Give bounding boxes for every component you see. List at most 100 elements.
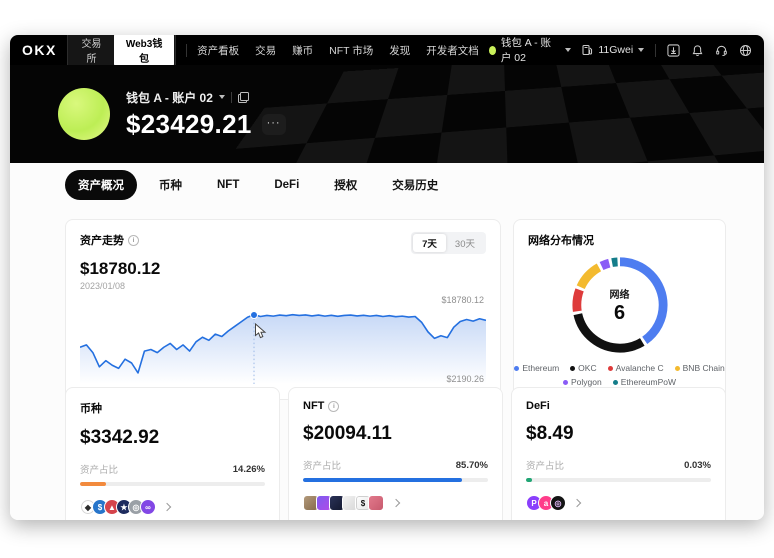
total-balance: $23429.21 bbox=[126, 108, 252, 139]
network-card-title: 网络分布情况 bbox=[528, 235, 594, 247]
range-30d-button[interactable]: 30天 bbox=[446, 234, 484, 252]
gas-pump-icon bbox=[582, 44, 593, 56]
wallet-avatar[interactable] bbox=[58, 88, 110, 140]
network-donut-chart: 网络 6 bbox=[569, 254, 671, 356]
main-content: 资产走势 7天 30天 $18780.12 2023/01/08 $18780.… bbox=[10, 207, 764, 520]
nav-right: 钱包 A - 账户 02 11Gwei bbox=[488, 35, 752, 65]
wallet-account-label: 钱包 A - 账户 02 bbox=[500, 37, 552, 64]
wallet-name-label[interactable]: 钱包 A - 账户 02 bbox=[126, 90, 213, 105]
donut-center-label: 网络 bbox=[609, 289, 630, 301]
coins-token-list: ◆ $ ▲ ★ ◎ ∞ bbox=[80, 499, 265, 515]
nft-pink-thumb-icon bbox=[368, 495, 384, 511]
wallet-status-dot bbox=[488, 45, 496, 55]
wallet-hero: 钱包 A - 账户 02 $23429.21 ··· bbox=[10, 65, 764, 163]
language-globe-icon[interactable] bbox=[739, 44, 752, 57]
tab-nft[interactable]: NFT bbox=[217, 179, 240, 191]
defi-card-value: $8.49 bbox=[526, 423, 574, 444]
coins-card-title: 币种 bbox=[80, 403, 102, 415]
tab-approvals[interactable]: 授权 bbox=[334, 180, 358, 192]
nav-link-assets-board[interactable]: 资产看板 bbox=[197, 44, 240, 57]
info-icon[interactable] bbox=[328, 400, 340, 412]
trend-chart[interactable]: $18780.12 $2190.26 bbox=[80, 294, 486, 384]
nft-card-title: NFT bbox=[303, 400, 325, 412]
donut-segment-okc bbox=[571, 257, 668, 353]
notifications-bell-icon[interactable] bbox=[691, 44, 704, 57]
nav-link-developer-docs[interactable]: 开发者文档 bbox=[426, 44, 479, 57]
nav-link-trade[interactable]: 交易 bbox=[255, 44, 277, 57]
legend-item-ethereum: Ethereum bbox=[514, 363, 559, 373]
chart-max-label: $18780.12 bbox=[441, 295, 484, 305]
app-window: OKX 交易所 Web3钱包 资产看板 交易 赚币 NFT 市场 发现 开发者文… bbox=[10, 35, 764, 520]
okx-logo[interactable]: OKX bbox=[22, 42, 57, 58]
tab-defi[interactable]: DeFi bbox=[274, 179, 300, 191]
nav-link-earn[interactable]: 赚币 bbox=[292, 44, 314, 57]
tab-coins[interactable]: 币种 bbox=[159, 180, 182, 192]
chevron-down-icon bbox=[638, 48, 645, 52]
download-extension-icon[interactable] bbox=[667, 43, 680, 57]
chevron-down-icon bbox=[565, 48, 572, 52]
nav-divider bbox=[186, 43, 188, 57]
chart-min-label: $2190.26 bbox=[446, 374, 484, 384]
toggle-exchange[interactable]: 交易所 bbox=[69, 35, 114, 68]
ratio-label: 资产占比 bbox=[303, 461, 342, 472]
hero-divider bbox=[230, 91, 232, 103]
chevron-right-icon[interactable] bbox=[572, 498, 582, 508]
trend-card-title: 资产走势 bbox=[80, 235, 124, 247]
coins-card: 币种 $3342.92 资产占比 14.26% ◆ $ ▲ ★ ◎ ∞ bbox=[65, 387, 280, 520]
wallet-account-selector[interactable]: 钱包 A - 账户 02 bbox=[488, 35, 572, 65]
polygon-token-icon: ∞ bbox=[140, 499, 156, 515]
donut-segment-ethereum bbox=[571, 257, 668, 353]
chevron-right-icon[interactable] bbox=[162, 502, 172, 512]
wallet-hero-info: 钱包 A - 账户 02 $23429.21 ··· bbox=[126, 89, 286, 140]
network-distribution-card: 网络分布情况 网络 6 Ethereum OKC Avalanche C BNB Ch… bbox=[513, 219, 726, 400]
nav-link-discover[interactable]: 发现 bbox=[389, 44, 411, 57]
ratio-percent: 0.03% bbox=[684, 459, 711, 471]
trend-line-chart[interactable] bbox=[80, 294, 486, 384]
chevron-down-icon[interactable] bbox=[218, 95, 225, 99]
defi-protocol-dark-icon: ◎ bbox=[550, 495, 566, 511]
support-headset-icon[interactable] bbox=[715, 44, 728, 57]
range-7d-button[interactable]: 7天 bbox=[413, 234, 446, 252]
more-actions-button[interactable]: ··· bbox=[261, 113, 286, 135]
trend-hover-date: 2023/01/08 bbox=[80, 281, 126, 291]
nft-card-value: $20094.11 bbox=[303, 423, 392, 444]
hover-point-dot bbox=[250, 310, 258, 319]
nav-links: 资产看板 交易 赚币 NFT 市场 发现 开发者文档 bbox=[197, 43, 479, 58]
info-icon[interactable] bbox=[128, 234, 139, 246]
ratio-bar bbox=[526, 478, 711, 482]
legend-item-polygon: Polygon bbox=[563, 377, 602, 387]
donut-chart-svg bbox=[571, 257, 668, 353]
network-legend: Ethereum OKC Avalanche C BNB Chain Polygon E… bbox=[514, 363, 725, 387]
legend-item-avalanche-c: Avalanche C bbox=[607, 363, 664, 373]
coins-card-value: $3342.92 bbox=[80, 427, 160, 448]
ratio-label: 资产占比 bbox=[80, 465, 119, 476]
tab-history[interactable]: 交易历史 bbox=[392, 180, 439, 192]
nav-divider bbox=[655, 43, 656, 57]
asset-trend-card: 资产走势 7天 30天 $18780.12 2023/01/08 $18780.… bbox=[65, 219, 501, 400]
nft-card: NFT $20094.11 资产占比 85.70% $ bbox=[288, 387, 503, 520]
donut-center-value: 6 bbox=[613, 301, 626, 324]
toggle-web3-wallet[interactable]: Web3钱包 bbox=[114, 35, 175, 68]
ratio-percent: 85.70% bbox=[455, 459, 488, 471]
tab-asset-overview[interactable]: 资产概况 bbox=[65, 170, 137, 200]
copy-address-icon[interactable] bbox=[237, 91, 249, 103]
nav-link-nft-market[interactable]: NFT 市场 bbox=[329, 44, 374, 57]
ratio-bar bbox=[80, 482, 265, 486]
legend-item-ethereumpow: EthereumPoW bbox=[612, 377, 676, 387]
section-tabs: 资产概况 币种 NFT DeFi 授权 交易历史 bbox=[10, 163, 764, 207]
ratio-bar bbox=[303, 478, 488, 482]
trend-hover-value: $18780.12 bbox=[80, 259, 161, 278]
gas-value-label: 11Gwei bbox=[598, 44, 634, 56]
defi-card-title: DeFi bbox=[526, 400, 550, 412]
top-nav: OKX 交易所 Web3钱包 资产看板 交易 赚币 NFT 市场 发现 开发者文… bbox=[10, 35, 764, 70]
chevron-right-icon[interactable] bbox=[391, 498, 401, 508]
gas-indicator[interactable]: 11Gwei bbox=[582, 44, 645, 56]
range-toggle: 7天 30天 bbox=[411, 232, 486, 254]
ratio-label: 资产占比 bbox=[526, 461, 565, 472]
legend-item-bnb-chain: BNB Chain bbox=[674, 363, 725, 373]
donut-segment-avalanche-c bbox=[571, 257, 668, 353]
ratio-percent: 14.26% bbox=[232, 463, 265, 475]
nft-thumb-list: $ bbox=[303, 495, 488, 511]
